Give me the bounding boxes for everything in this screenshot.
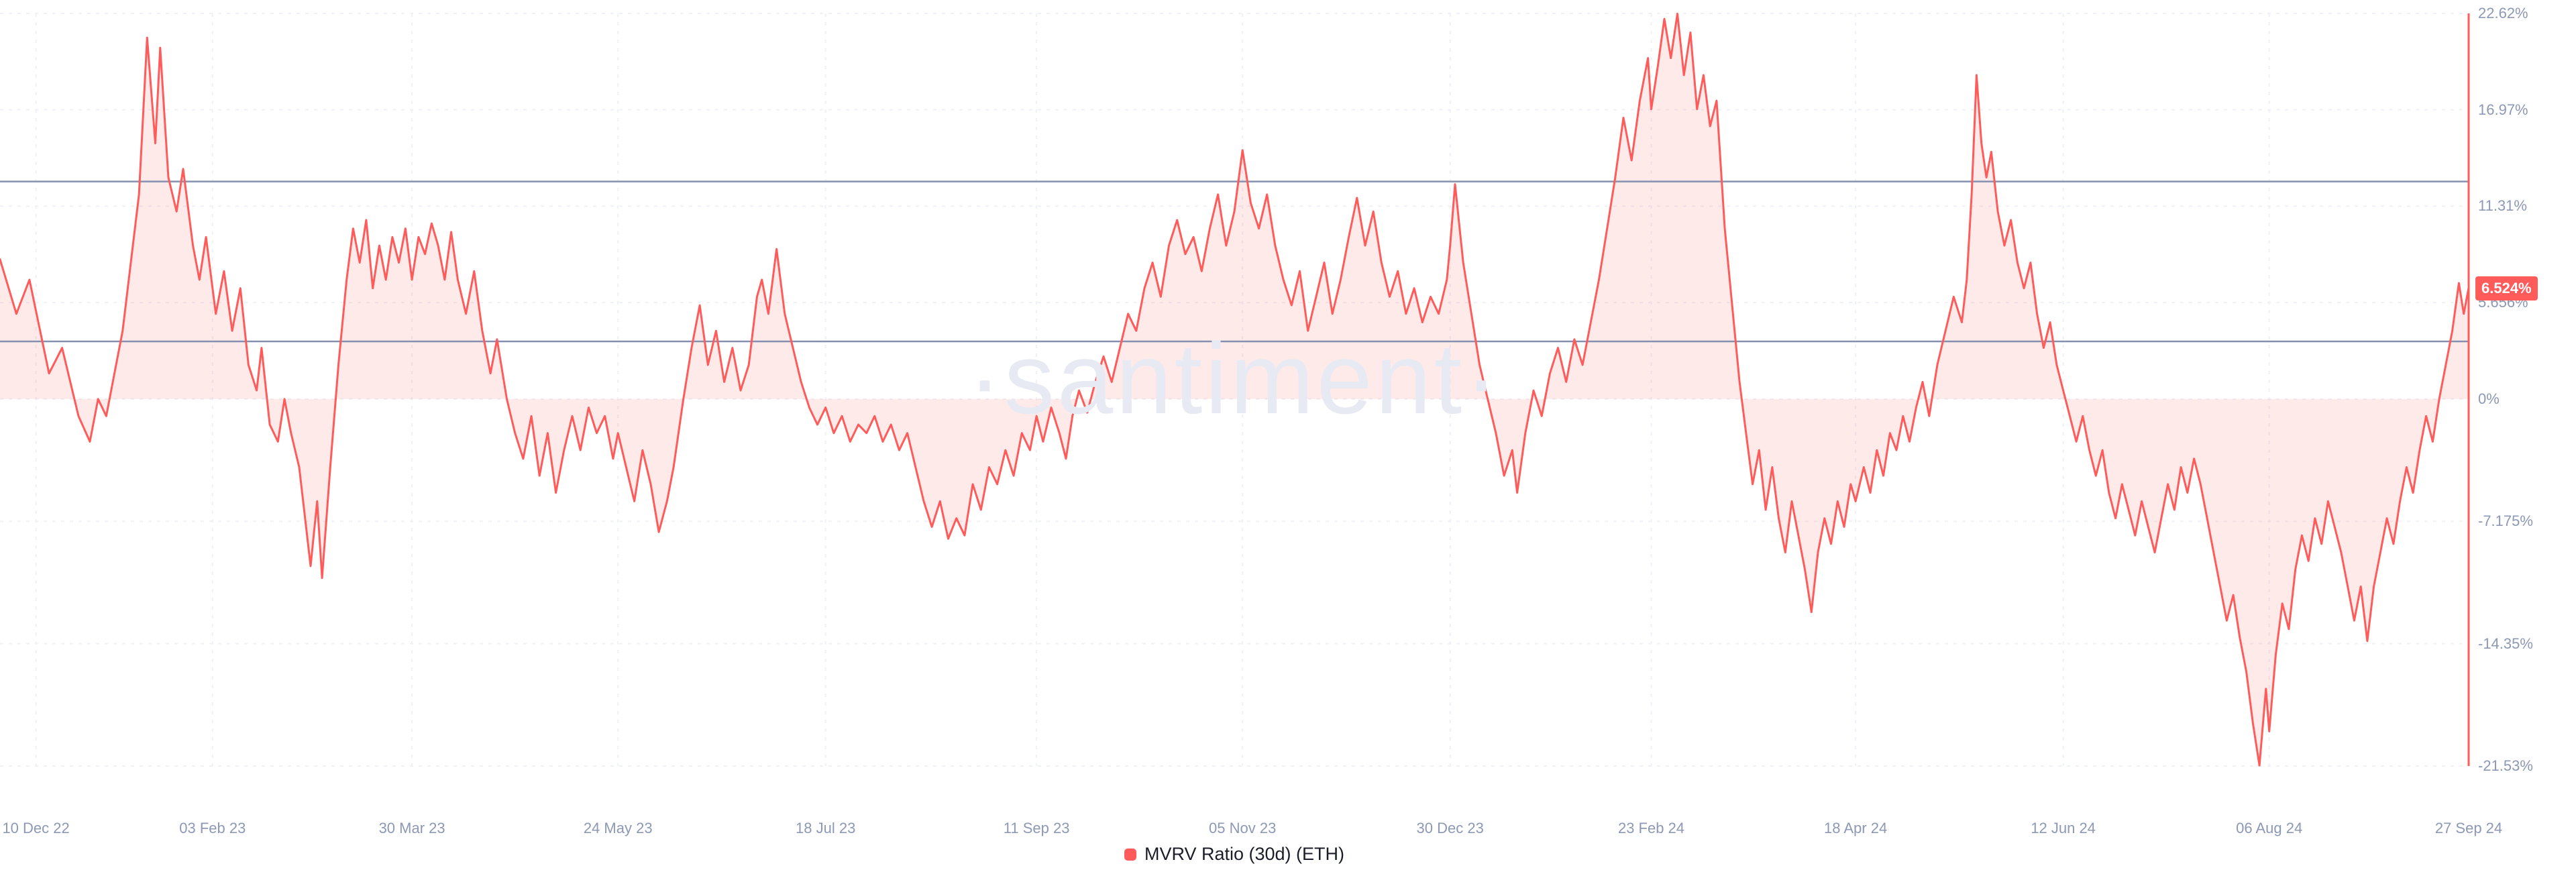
- legend[interactable]: MVRV Ratio (30d) (ETH): [0, 844, 2469, 865]
- x-axis-label: 05 Nov 23: [1209, 820, 1277, 836]
- last-value-badge: 6.524%: [2475, 276, 2538, 301]
- y-axis-label: -14.35%: [2478, 635, 2533, 652]
- x-axis-label: 23 Feb 24: [1617, 820, 1685, 836]
- x-axis-label: 18 Jul 23: [796, 820, 856, 836]
- x-axis-label: 10 Dec 22: [2, 820, 70, 836]
- y-axis-label: 16.97%: [2478, 101, 2528, 118]
- mvrv-line: [0, 13, 2470, 767]
- y-axis-label: -21.53%: [2478, 757, 2533, 774]
- x-axis-label: 12 Jun 24: [2031, 820, 2096, 836]
- y-axis-label: 22.62%: [2478, 5, 2528, 21]
- x-axis-label: 06 Aug 24: [2236, 820, 2303, 836]
- legend-label: MVRV Ratio (30d) (ETH): [1144, 844, 1345, 864]
- x-axis-label: 24 May 23: [583, 820, 653, 836]
- x-axis-label: 27 Sep 24: [2434, 820, 2503, 836]
- x-axis-label: 03 Feb 23: [179, 820, 246, 836]
- y-axis-label: 0%: [2478, 390, 2500, 407]
- legend-marker-icon: [1124, 848, 1136, 861]
- x-axis-label: 18 Apr 24: [1824, 820, 1888, 836]
- x-axis-label: 11 Sep 23: [1003, 820, 1070, 836]
- x-axis-label: 30 Dec 23: [1416, 820, 1484, 836]
- mvrv-area-fill: [0, 13, 2469, 766]
- x-axis-label: 30 Mar 23: [378, 820, 445, 836]
- y-axis-label: 11.31%: [2478, 197, 2527, 215]
- y-axis-label: -7.175%: [2478, 512, 2533, 530]
